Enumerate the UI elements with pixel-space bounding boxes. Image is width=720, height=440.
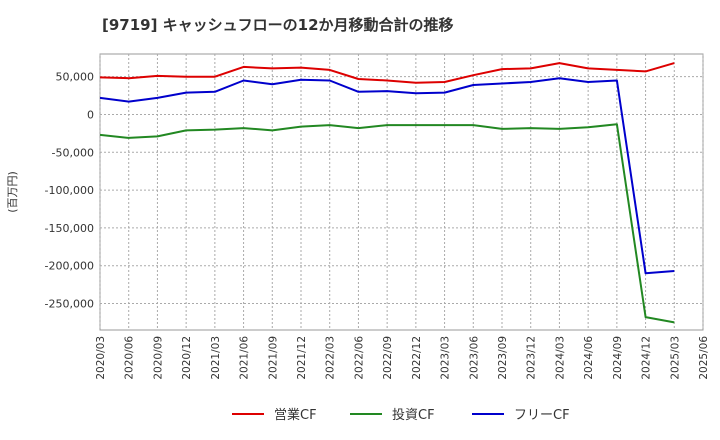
chart-title: [9719] キャッシュフローの12か月移動合計の推移 (102, 16, 454, 34)
y-axis-ticks: 50,000 0 -50,000 -100,000 -150,000 -200,000 -2… (45, 71, 94, 311)
x-axis-ticks: 2020/03 2020/06 2020/09 2020/12 2021/03 2021/… (95, 336, 710, 380)
x-tick-label: 2023/03 (440, 336, 452, 380)
x-tick-label: 2022/03 (325, 336, 337, 380)
x-tick-label: 2020/03 (95, 336, 107, 380)
y-tick-label: -200,000 (45, 260, 94, 273)
y-tick-label: -100,000 (45, 184, 94, 197)
x-tick-label: 2020/06 (124, 336, 136, 380)
legend-label-2: フリーCF (514, 408, 570, 423)
x-tick-label: 2025/03 (669, 336, 681, 380)
x-tick-label: 2021/06 (239, 336, 251, 380)
plot-area (99, 53, 704, 331)
x-tick-label: 2024/12 (641, 336, 653, 380)
grid (99, 54, 704, 330)
y-tick-label: 0 (87, 108, 94, 121)
y-tick-label: 50,000 (56, 71, 95, 84)
x-tick-label: 2021/03 (210, 336, 222, 380)
y-tick-label: -50,000 (52, 146, 94, 159)
x-tick-label: 2024/09 (612, 336, 624, 380)
legend-label-0: 営業CF (274, 407, 317, 423)
legend: 営業CF 投資CF フリーCF (232, 407, 570, 423)
series-line-2 (99, 77, 675, 275)
series-line-0 (99, 62, 675, 84)
x-tick-label: 2023/12 (526, 336, 538, 380)
series-lines (99, 62, 675, 324)
x-tick-label: 2020/12 (181, 336, 193, 380)
y-axis-label: (百万円) (6, 171, 19, 213)
x-tick-label: 2025/06 (698, 336, 710, 380)
x-tick-label: 2023/09 (497, 336, 509, 380)
x-tick-label: 2023/06 (468, 336, 480, 380)
y-tick-label: -250,000 (45, 298, 94, 311)
x-tick-label: 2021/12 (296, 336, 308, 380)
series-line-1 (99, 123, 675, 324)
x-tick-label: 2024/06 (583, 336, 595, 380)
x-tick-label: 2022/12 (411, 336, 423, 380)
x-tick-label: 2022/09 (382, 336, 394, 380)
x-tick-label: 2022/06 (353, 336, 365, 380)
y-tick-label: -150,000 (45, 222, 94, 235)
x-tick-label: 2024/03 (554, 336, 566, 380)
legend-label-1: 投資CF (392, 407, 435, 423)
x-tick-label: 2021/09 (267, 336, 279, 380)
x-tick-label: 2020/09 (152, 336, 164, 380)
